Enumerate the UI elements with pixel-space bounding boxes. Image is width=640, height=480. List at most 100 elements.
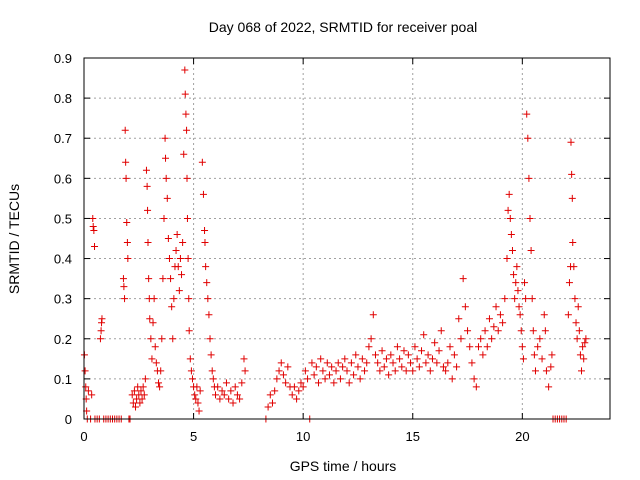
data-point [293, 395, 301, 403]
data-point [534, 343, 542, 351]
data-point [378, 347, 386, 355]
data-point [400, 347, 408, 355]
data-point [527, 247, 535, 255]
data-point [165, 255, 173, 263]
data-point [365, 343, 373, 351]
data-point [524, 134, 532, 142]
data-point [81, 367, 89, 375]
data-point [369, 311, 377, 319]
data-point [184, 255, 192, 263]
data-point [391, 367, 399, 375]
data-point [282, 379, 290, 387]
data-point [358, 355, 366, 363]
data-point [513, 263, 521, 271]
data-point [565, 279, 573, 287]
data-point [569, 239, 577, 247]
data-point [352, 351, 360, 359]
data-point [345, 379, 353, 387]
data-point [422, 359, 430, 367]
data-point [301, 367, 309, 375]
data-point [542, 367, 550, 375]
data-point [525, 174, 533, 182]
data-point [208, 367, 216, 375]
data-point [277, 359, 285, 367]
data-point [168, 303, 176, 311]
data-point [308, 359, 316, 367]
data-point [203, 279, 211, 287]
data-point [312, 363, 320, 371]
data-point [506, 214, 514, 222]
data-point [418, 347, 426, 355]
data-point [492, 303, 500, 311]
data-point [431, 339, 439, 347]
data-point [515, 303, 523, 311]
data-point [529, 327, 537, 335]
data-point [548, 351, 556, 359]
data-point [191, 391, 199, 399]
data-point [516, 311, 524, 319]
data-point [433, 359, 441, 367]
data-point [512, 279, 520, 287]
data-point [523, 110, 531, 118]
plot-frame [83, 57, 611, 420]
y-tick-label: 0.4 [54, 252, 72, 267]
data-point [202, 263, 210, 271]
data-point [161, 134, 169, 142]
data-point [579, 343, 587, 351]
data-point [206, 335, 214, 343]
data-point [138, 395, 146, 403]
data-point [299, 383, 307, 391]
data-point [350, 371, 358, 379]
data-point [380, 363, 388, 371]
data-point [376, 367, 384, 375]
data-point [481, 327, 489, 335]
data-point [216, 395, 224, 403]
y-tick-label: 0.3 [54, 292, 72, 307]
data-point [288, 391, 296, 399]
data-point [321, 375, 329, 383]
data-point [163, 194, 171, 202]
data-point [402, 367, 410, 375]
data-point [225, 395, 233, 403]
data-point [89, 214, 97, 222]
data-point [89, 222, 97, 230]
data-point [149, 319, 157, 327]
data-point [564, 311, 572, 319]
data-point [240, 355, 248, 363]
data-point [571, 295, 579, 303]
data-point [271, 387, 279, 395]
data-point [503, 255, 511, 263]
data-point [284, 363, 292, 371]
data-point [204, 295, 212, 303]
data-point [193, 383, 201, 391]
data-point [396, 355, 404, 363]
data-point [132, 403, 140, 411]
data-point [428, 355, 436, 363]
data-point [150, 295, 158, 303]
data-point [266, 391, 274, 399]
data-point [122, 158, 130, 166]
y-tick-label: 0.1 [54, 372, 72, 387]
data-point [174, 263, 182, 271]
data-point [207, 351, 215, 359]
data-point [323, 359, 331, 367]
data-point [160, 214, 168, 222]
data-point [519, 355, 527, 363]
data-point [389, 359, 397, 367]
data-point [218, 387, 226, 395]
data-point [446, 343, 454, 351]
data-point [504, 206, 512, 214]
data-point [136, 399, 144, 407]
data-point [220, 391, 228, 399]
data-points [80, 66, 590, 423]
data-point [155, 379, 163, 387]
data-point [490, 323, 498, 331]
data-point [181, 90, 189, 98]
data-point [123, 239, 131, 247]
data-point [196, 387, 204, 395]
x-axis-label: GPS time / hours [290, 458, 397, 474]
data-point [236, 395, 244, 403]
data-point [241, 367, 249, 375]
data-point [156, 383, 164, 391]
